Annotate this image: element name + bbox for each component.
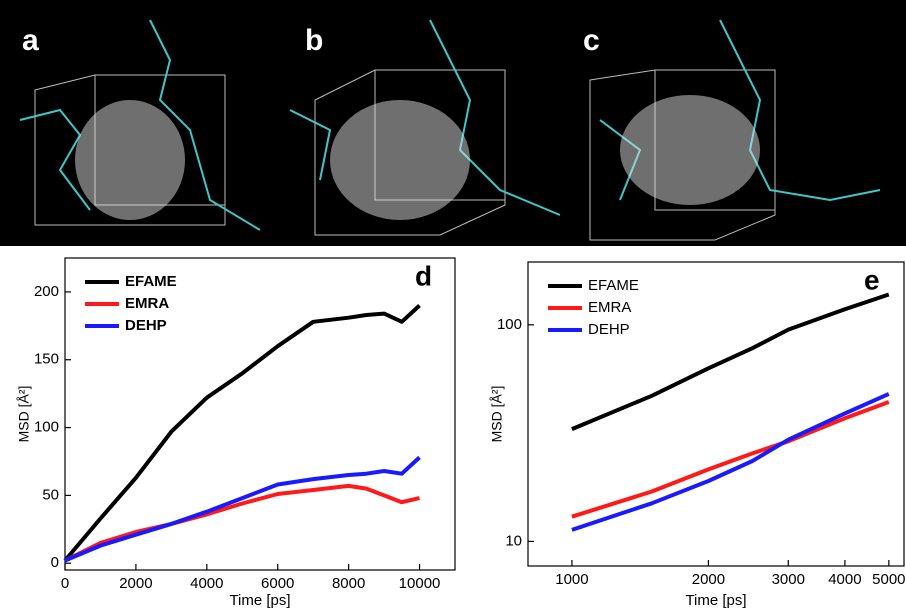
x-tick-label: 3000 [772, 571, 805, 588]
x-axis-label: Time [ps] [229, 592, 290, 609]
y-axis-label: MSD [Å²] [16, 386, 32, 443]
x-tick-label: 8000 [332, 575, 365, 592]
y-tick-label: 50 [42, 486, 59, 503]
panel-label: c [583, 24, 600, 57]
y-tick-label: 0 [51, 554, 59, 571]
x-tick-label: 4000 [828, 571, 861, 588]
x-tick-label: 2000 [119, 575, 152, 592]
x-tick-label: 6000 [261, 575, 294, 592]
data-line [65, 306, 420, 561]
data-line [65, 457, 420, 560]
y-tick-label: 150 [34, 351, 59, 368]
legend-label: EFAME [588, 277, 639, 294]
legend-label: DEHP [588, 321, 630, 338]
x-tick-label: 0 [61, 575, 69, 592]
panel-label: e [864, 264, 880, 295]
y-tick-label: 100 [497, 316, 522, 333]
legend-label: DEHP [125, 317, 167, 334]
plot-frame [65, 258, 455, 570]
legend-label: EMRA [588, 299, 631, 316]
panel-label: d [415, 260, 432, 291]
x-tick-label: 2000 [692, 571, 725, 588]
x-tick-label: 4000 [190, 575, 223, 592]
x-tick-label: 10000 [399, 575, 441, 592]
y-axis-label: MSD [Å²] [489, 386, 505, 443]
figure: a b c 0 2000 4000 6000 8000 10000 0 50 100 150 200 Tim… [0, 0, 906, 610]
legend-label: EMRA [125, 295, 169, 312]
y-tick-label: 100 [34, 419, 59, 436]
x-tick-label: 1000 [555, 571, 588, 588]
panel-label: a [22, 24, 39, 57]
y-tick-label: 200 [34, 283, 59, 300]
x-tick-label: 5000 [872, 571, 905, 588]
y-tick-label: 10 [505, 532, 522, 549]
legend-label: EFAME [125, 273, 177, 290]
x-axis-label: Time [ps] [685, 592, 746, 609]
panel-label: b [305, 24, 323, 57]
data-line [572, 402, 889, 517]
